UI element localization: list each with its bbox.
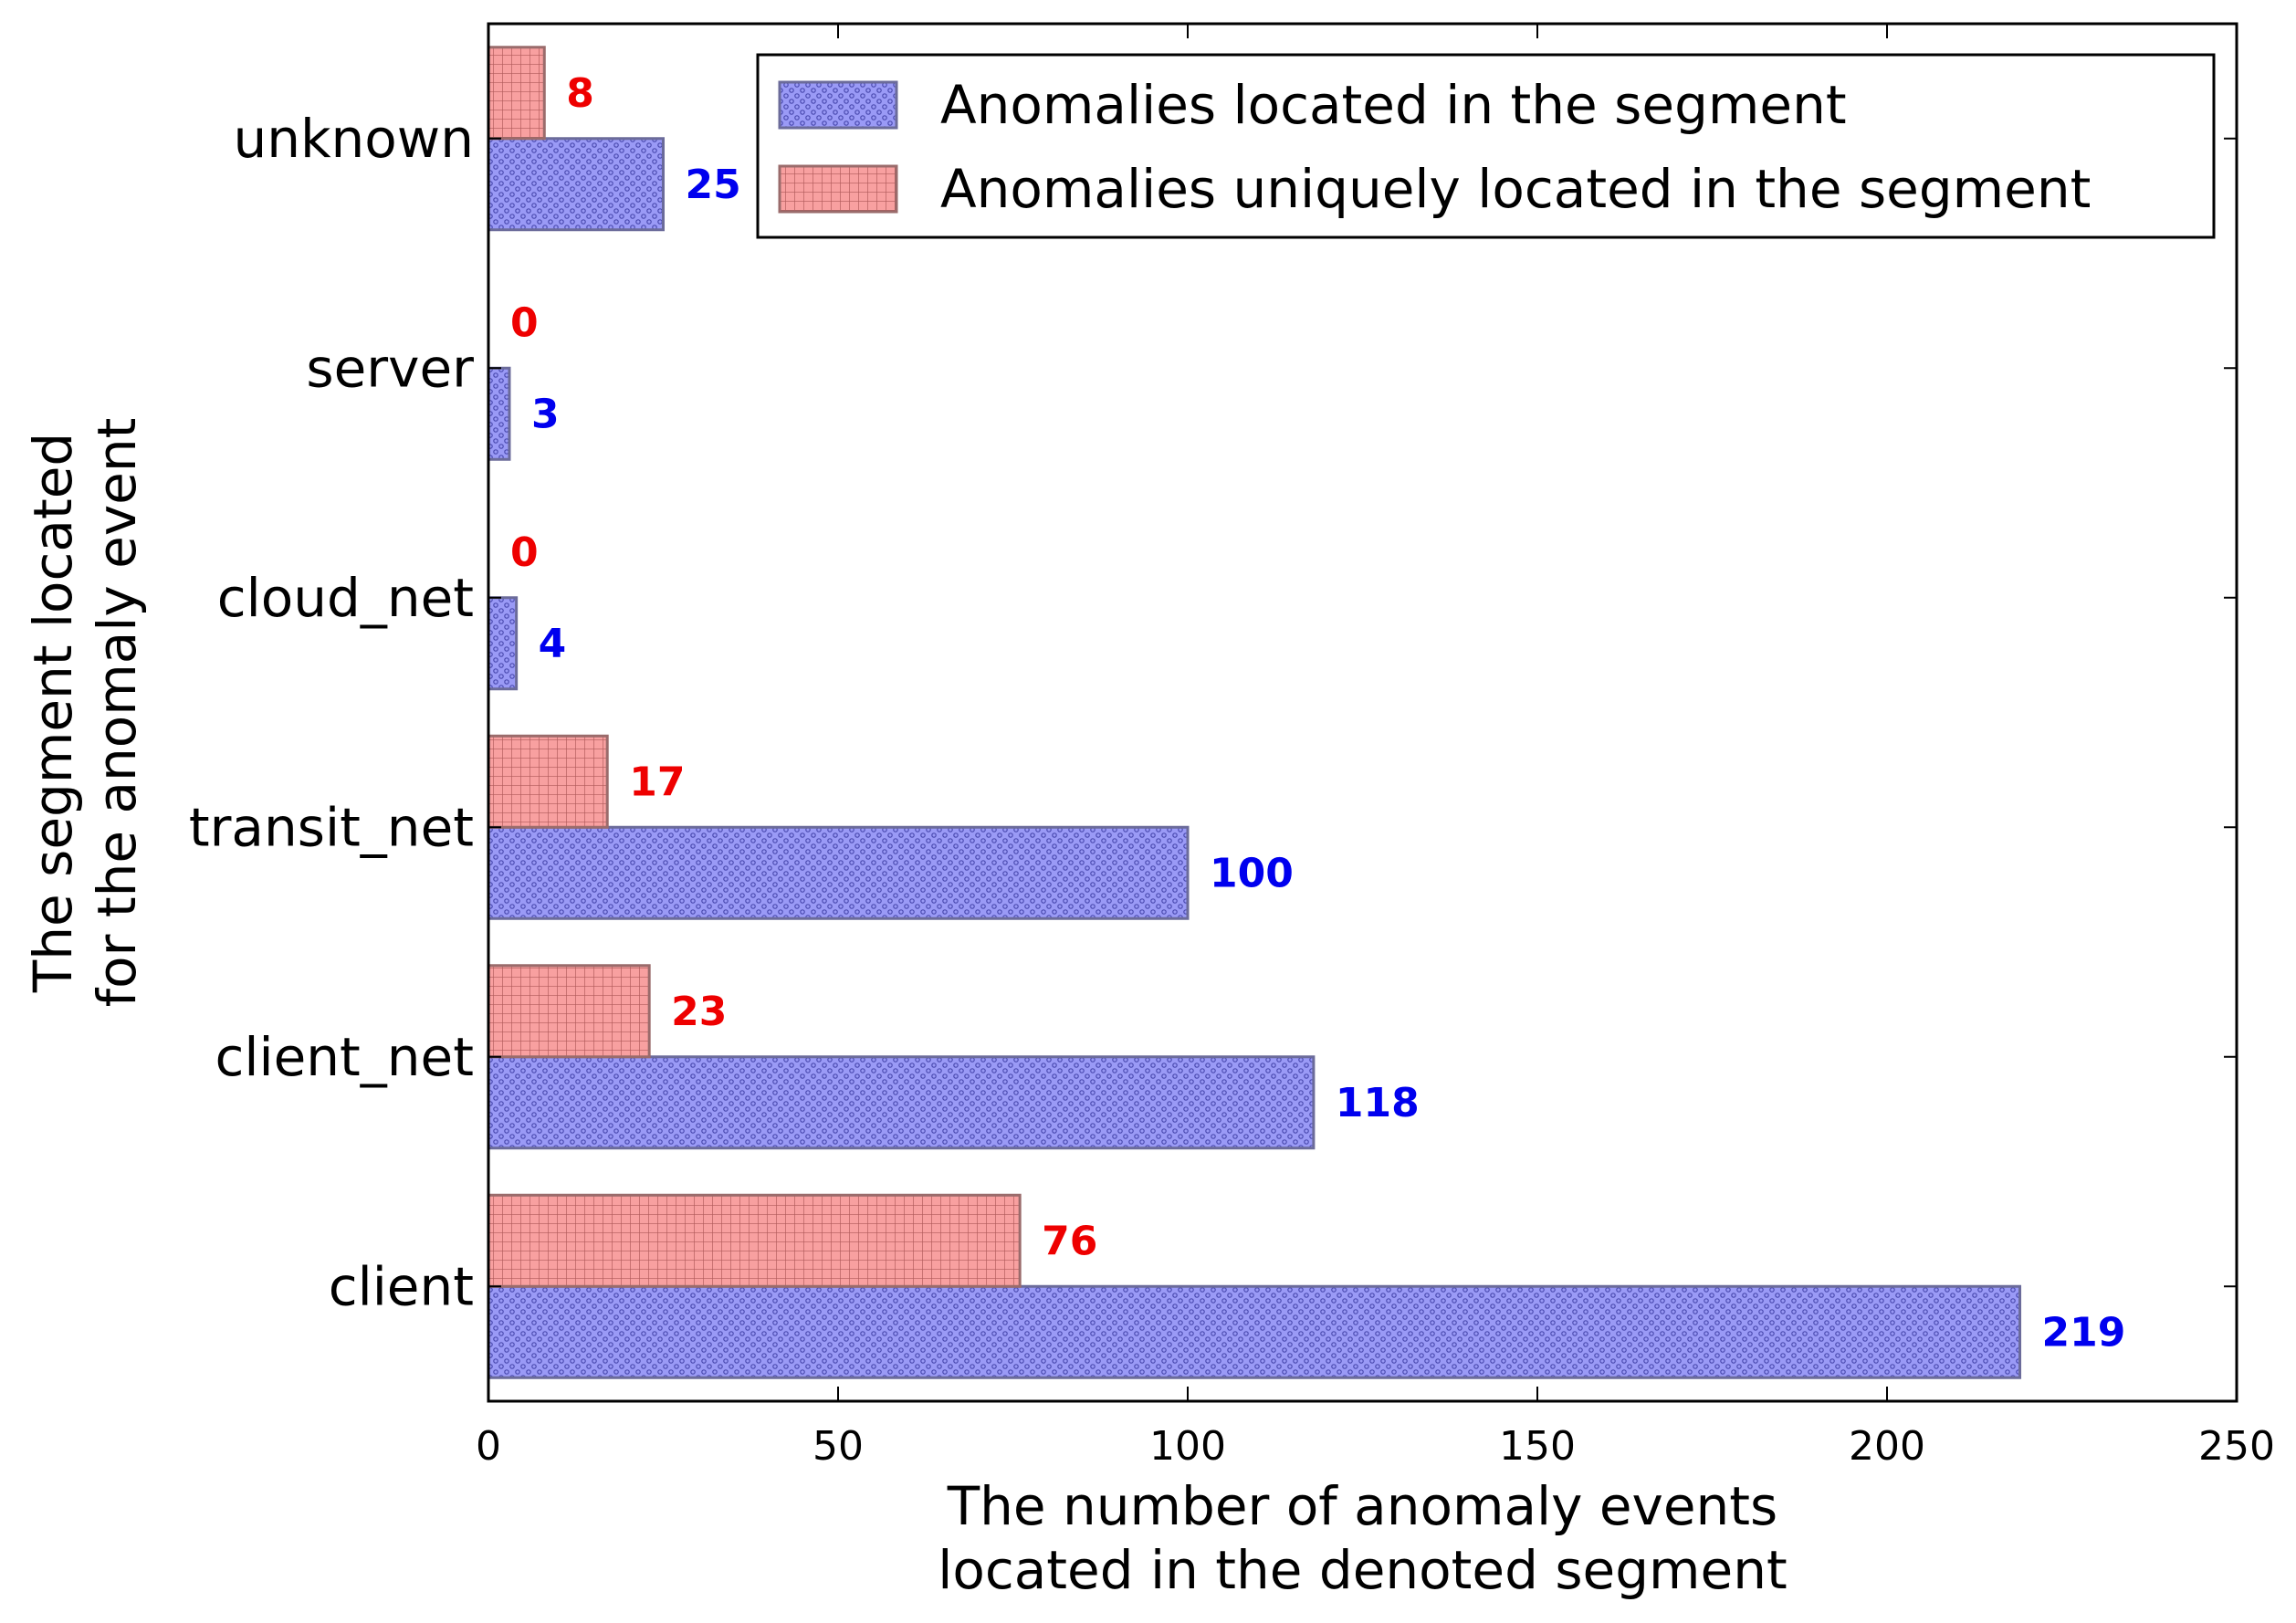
data-label-unique-client_net: 23 [671, 989, 727, 1035]
bar-unique-client [487, 1193, 1022, 1288]
legend-swatch-2 [778, 164, 898, 214]
data-label-located-server: 3 [531, 391, 560, 437]
y-tick-label-server: server [306, 337, 474, 399]
bar-unique-transit_net [487, 734, 609, 829]
y-tick-label-unknown: unknown [233, 108, 474, 170]
data-label-unique-server: 0 [510, 299, 539, 346]
x-axis-label-line-2: located in the denoted segment [938, 1539, 1787, 1601]
data-label-located-unknown: 25 [686, 162, 741, 208]
bar-unique-unknown [487, 46, 546, 141]
bar-located-transit_net [487, 825, 1190, 920]
x-tick-label-250: 250 [2198, 1423, 2275, 1470]
data-label-located-client_net: 118 [1336, 1080, 1420, 1126]
data-label-located-cloud_net: 4 [539, 621, 567, 667]
bar-unique-client_net [487, 964, 651, 1059]
plot-frame [487, 22, 2238, 1403]
legend-swatch-1 [778, 80, 898, 130]
x-tick-label-200: 200 [1849, 1423, 1925, 1470]
bar-located-client [487, 1284, 2022, 1379]
data-label-unique-client: 76 [1042, 1218, 1097, 1264]
bar-located-client_net [487, 1055, 1316, 1150]
y-axis-label-line-2: for the anomaly event [86, 418, 148, 1008]
legend-label-2: Anomalies uniquely located in the segmen… [940, 158, 2091, 220]
bar-located-unknown [487, 137, 665, 232]
x-tick-label-0: 0 [476, 1423, 501, 1470]
bar-located-server [487, 366, 511, 461]
y-tick-label-client: client [329, 1255, 474, 1317]
legend-box [756, 53, 2216, 239]
data-label-unique-transit_net: 17 [629, 759, 685, 805]
data-label-unique-cloud_net: 0 [510, 529, 539, 576]
x-axis-label-line-1: The number of anomaly events [947, 1475, 1778, 1537]
data-label-unique-unknown: 8 [566, 70, 594, 117]
data-label-located-client: 219 [2042, 1309, 2126, 1356]
x-tick-label-50: 50 [813, 1423, 864, 1470]
legend-label-1: Anomalies located in the segment [940, 74, 1847, 136]
y-tick-label-cloud_net: cloud_net [217, 567, 474, 629]
x-tick-label-150: 150 [1499, 1423, 1576, 1470]
y-tick-label-transit_net: transit_net [189, 796, 474, 858]
y-axis-label-line-1: The segment located [22, 433, 84, 993]
x-tick-label-100: 100 [1149, 1423, 1226, 1470]
data-label-located-transit_net: 100 [1210, 850, 1294, 896]
bar-located-cloud_net [487, 596, 519, 691]
y-tick-label-client_net: client_net [215, 1026, 475, 1088]
